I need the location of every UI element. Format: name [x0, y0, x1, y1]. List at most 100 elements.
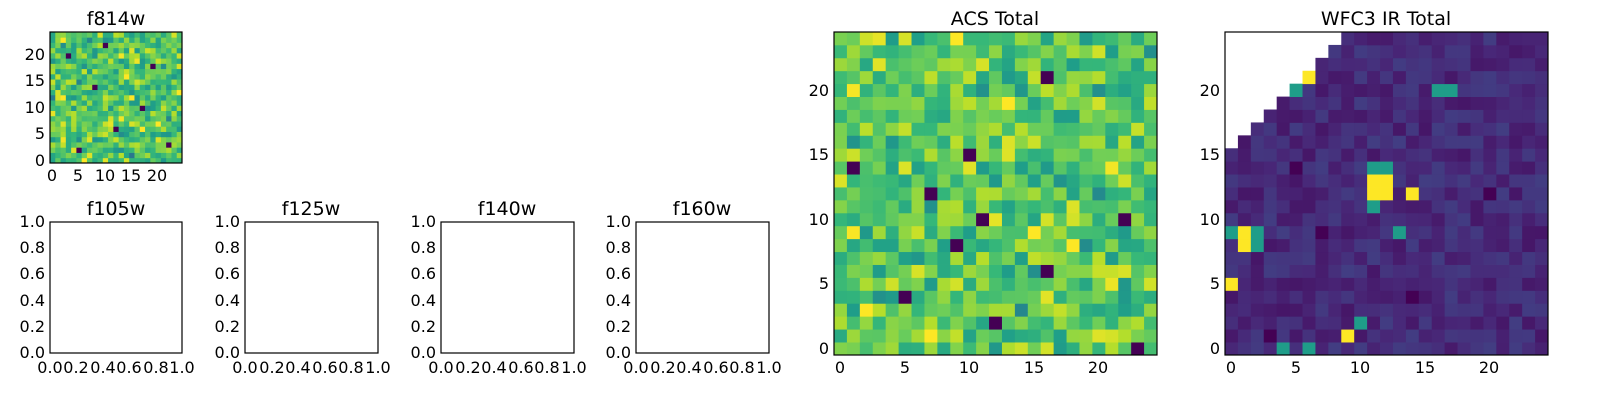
heatmap-cell [1066, 238, 1080, 253]
heatmap-cell [1237, 303, 1252, 317]
heatmap-cell [1367, 290, 1381, 304]
heatmap-cell [872, 290, 887, 304]
heatmap-cell [937, 70, 951, 85]
heatmap-cell [950, 174, 964, 188]
heatmap-cell [1418, 316, 1433, 330]
heatmap-cell [150, 152, 156, 159]
heatmap-cell [166, 58, 172, 64]
heatmap-cell [937, 174, 951, 188]
heatmap-cell [885, 122, 899, 136]
heatmap-cell [129, 100, 135, 106]
heatmap-cell [1405, 32, 1420, 46]
heatmap-cell [924, 83, 938, 97]
heatmap-cell [1014, 44, 1029, 59]
heatmap-cell [1418, 329, 1433, 343]
heatmap-cell [1001, 212, 1016, 227]
heatmap-cell [898, 251, 912, 265]
heatmap-cell [1470, 277, 1484, 291]
heatmap-cell [1354, 161, 1368, 175]
heatmap-cell [1522, 83, 1536, 97]
heatmap-cell [1470, 70, 1484, 85]
heatmap-cell [1341, 187, 1355, 201]
heatmap-cell [60, 126, 67, 132]
heatmap-cell [176, 52, 183, 59]
heatmap-cell [86, 47, 93, 54]
heatmap-cell [937, 251, 951, 265]
heatmap-cell [118, 152, 125, 159]
heatmap-cell [937, 32, 951, 46]
heatmap-cell [139, 105, 146, 111]
y-tick-label: 5 [1210, 274, 1220, 293]
heatmap-cell [1431, 199, 1446, 214]
heatmap-cell [1092, 342, 1106, 356]
heatmap-cell [55, 47, 61, 54]
heatmap-cell [859, 187, 874, 201]
heatmap-cell [963, 122, 977, 136]
y-tick-label: 1.0 [20, 212, 45, 231]
heatmap-cell [1444, 303, 1458, 317]
heatmap-cell [937, 238, 951, 253]
heatmap-cell [1066, 161, 1080, 175]
heatmap-cell [846, 122, 861, 136]
heatmap-cell [1302, 135, 1316, 149]
heatmap-cell [1522, 290, 1536, 304]
heatmap-cell [950, 109, 964, 123]
heatmap-cell [1535, 251, 1549, 265]
heatmap-cell [1354, 303, 1368, 317]
heatmap-cell [1053, 161, 1067, 175]
heatmap-cell [1444, 264, 1458, 278]
heatmap-cell [134, 42, 141, 49]
heatmap-cell [97, 68, 104, 75]
heatmap-cell [885, 135, 899, 149]
heatmap-cell [155, 105, 162, 111]
x-tick-label: 0.4 [481, 358, 506, 377]
heatmap-cell [1405, 329, 1420, 343]
heatmap-cell [1027, 251, 1042, 265]
heatmap-cell [1066, 212, 1080, 227]
heatmap-cell [1014, 225, 1029, 240]
heatmap-cell [1431, 44, 1446, 59]
heatmap-cell [898, 316, 912, 330]
heatmap-cell [1380, 135, 1394, 149]
heatmap-cell [911, 44, 925, 59]
heatmap-cell [81, 157, 88, 164]
heatmap-cell [1276, 135, 1290, 149]
heatmap-cell [50, 100, 56, 106]
heatmap-cell [924, 225, 938, 240]
heatmap-cell [1457, 135, 1471, 149]
heatmap-cell [166, 152, 172, 159]
heatmap-cell [1053, 316, 1067, 330]
heatmap-cell [60, 89, 67, 96]
heatmap-cell [989, 199, 1003, 214]
heatmap-cell [176, 58, 183, 64]
heatmap-cell [1092, 57, 1106, 72]
heatmap-cell [1509, 277, 1523, 291]
heatmap-cell [872, 277, 887, 291]
y-tick-label: 0.6 [215, 264, 240, 283]
heatmap-cell [76, 68, 83, 75]
y-tick-label: 10 [25, 98, 45, 117]
heatmap-cell [108, 126, 114, 132]
heatmap-cell [60, 47, 67, 54]
heatmap-cell [950, 44, 964, 59]
heatmap-cell [1225, 238, 1239, 253]
heatmap-cell [1053, 174, 1067, 188]
heatmap-cell [97, 32, 104, 38]
heatmap-cell [113, 89, 120, 96]
heatmap-cell [1444, 238, 1458, 253]
heatmap-cell [166, 37, 172, 43]
y-tick-label: 0.6 [606, 264, 631, 283]
y-tick-label: 0 [35, 151, 45, 170]
heatmap-cell [1131, 303, 1145, 317]
axes-frame [833, 31, 1158, 356]
heatmap-cell [1066, 316, 1080, 330]
heatmap-cell [1105, 122, 1119, 136]
heatmap-cell [834, 83, 848, 97]
heatmap-cell [1509, 199, 1523, 214]
heatmap-cell [1014, 199, 1029, 214]
heatmap-cell [1250, 238, 1265, 253]
heatmap-cell [834, 329, 848, 343]
heatmap-cell [1535, 174, 1549, 188]
heatmap-cell [1040, 303, 1055, 317]
heatmap-cell [924, 109, 938, 123]
